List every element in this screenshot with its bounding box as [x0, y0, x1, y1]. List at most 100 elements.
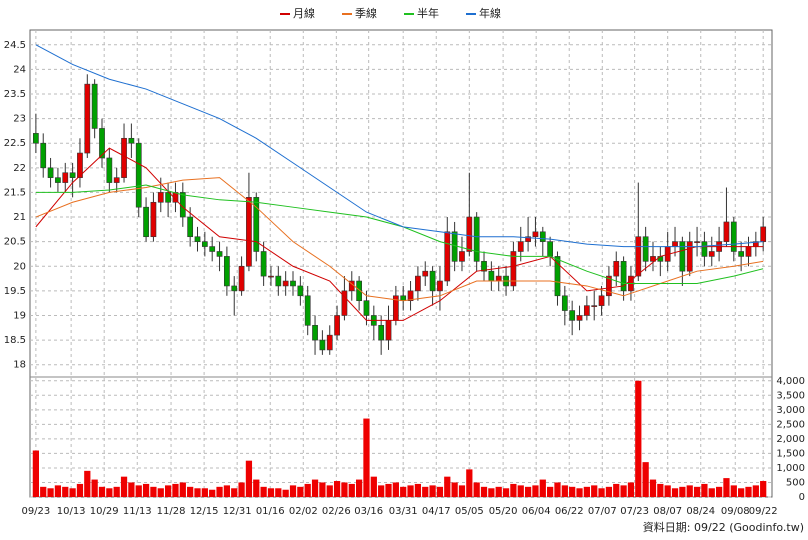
volume-bar: [267, 488, 275, 497]
volume-bar: [752, 485, 759, 497]
volume-bar: [561, 485, 568, 497]
y-tick-label: 21: [13, 212, 26, 223]
candle-body: [760, 226, 767, 242]
volume-bar: [32, 450, 39, 497]
volume-bar: [363, 418, 370, 497]
candle-body: [385, 320, 392, 341]
x-tick-label: 11/28: [157, 506, 186, 517]
candle-body: [319, 339, 326, 351]
legend-label: 半年: [417, 6, 439, 20]
volume-bar: [458, 485, 466, 497]
candle-body: [312, 325, 318, 341]
candle-body: [517, 241, 524, 252]
candle-body: [730, 221, 737, 252]
candle-body: [69, 172, 76, 178]
volume-bar: [179, 482, 186, 497]
candle-body: [165, 192, 171, 203]
volume-bar: [451, 482, 458, 497]
candle-body: [598, 295, 605, 306]
volume-bar: [311, 479, 319, 497]
candle-body: [268, 275, 274, 278]
volume-bar: [113, 486, 120, 497]
x-tick-label: 03/31: [389, 506, 418, 517]
candle-body: [55, 177, 61, 183]
y-tick-label: 24.5: [4, 40, 26, 51]
volume-bar: [613, 483, 620, 497]
candle-body: [238, 265, 245, 292]
volume-bar: [209, 489, 216, 497]
candle-body: [583, 305, 590, 316]
volume-bar: [495, 486, 502, 497]
candle-body: [554, 256, 561, 297]
x-tick-label: 05/05: [455, 506, 484, 517]
candle-body: [708, 251, 715, 257]
y2-tick-label: 1,000: [776, 463, 805, 474]
volume-bar: [216, 486, 223, 497]
x-tick-label: 12/15: [190, 506, 219, 517]
candle-body: [576, 315, 583, 321]
candle-body: [539, 231, 546, 242]
volume-bar: [69, 488, 76, 497]
y-tick-label: 24: [13, 64, 26, 75]
candle-body: [187, 216, 194, 238]
candle-body: [415, 275, 421, 292]
volume-bar: [231, 488, 238, 497]
volume-bar: [569, 486, 576, 497]
volume-bar: [466, 469, 473, 497]
ma-line: [35, 147, 764, 321]
x-tick-label: 04/17: [422, 506, 451, 517]
candle-body: [510, 251, 517, 287]
volume-bar: [502, 488, 510, 497]
y2-tick-label: 4,000: [776, 376, 805, 387]
volume-bar: [253, 479, 260, 497]
y2-tick-label: 2,000: [776, 434, 805, 445]
volume-bar: [319, 482, 326, 497]
volume-bar: [649, 479, 657, 497]
y2-tick-label: 500: [786, 477, 805, 488]
x-tick-label: 12/31: [223, 506, 252, 517]
volume-bar: [760, 481, 767, 497]
candle-body: [437, 280, 443, 292]
volume-bar: [201, 488, 208, 497]
volume-bar: [738, 488, 745, 497]
y-tick-label: 19: [13, 310, 26, 321]
candle-body: [672, 241, 678, 247]
volume-bar: [164, 485, 172, 497]
volume-bar: [488, 488, 495, 497]
volume-bar: [297, 486, 304, 497]
candle-body: [459, 251, 465, 262]
candle-body: [701, 241, 708, 257]
y-tick-label: 18: [13, 360, 26, 371]
volume-bar: [657, 483, 664, 497]
volume-bar: [348, 483, 355, 497]
plot-frame: [29, 29, 773, 498]
volume-bar: [473, 482, 480, 497]
candle-body: [429, 270, 436, 292]
candle-body: [33, 133, 39, 144]
ma-line: [35, 177, 764, 302]
candle-body: [532, 231, 539, 238]
volume-bar: [583, 486, 590, 497]
y-tick-label: 22.5: [4, 138, 26, 149]
volume-bar: [671, 488, 679, 497]
volume-bar: [223, 485, 231, 497]
y2-tick-label: 1,500: [776, 448, 805, 459]
volume-bar: [245, 460, 253, 497]
x-tick-label: 09/08: [721, 506, 750, 517]
volume-bar: [385, 483, 392, 497]
volume-bar: [172, 483, 179, 497]
volume-bar: [341, 482, 348, 497]
candle-body: [62, 172, 69, 183]
volume-bar: [708, 488, 715, 497]
candle-body: [694, 241, 700, 243]
candle-body: [290, 280, 296, 287]
volume-bar: [84, 470, 91, 497]
candle-body: [686, 241, 693, 272]
candle-body: [620, 261, 627, 292]
volume-bar: [54, 485, 62, 497]
volume-bar: [715, 486, 723, 497]
volume-bar: [429, 485, 436, 497]
legend-label: 季線: [355, 6, 377, 20]
y-tick-label: 19.5: [4, 286, 26, 297]
volume-bar: [480, 486, 488, 497]
